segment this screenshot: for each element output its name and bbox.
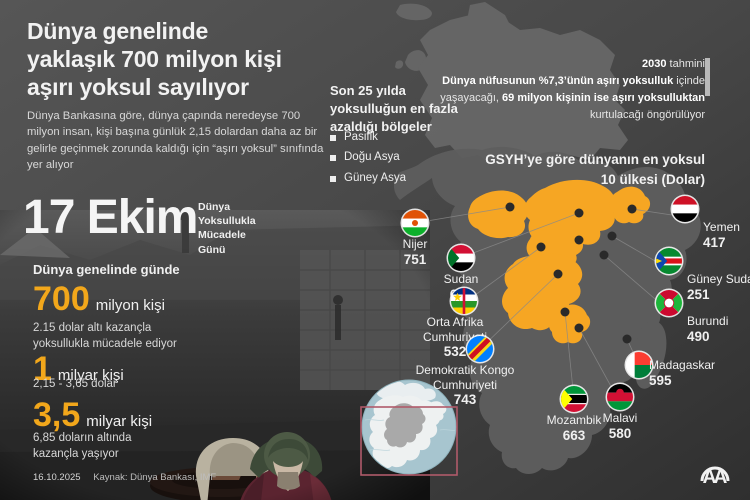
svg-text:A: A: [714, 467, 728, 488]
